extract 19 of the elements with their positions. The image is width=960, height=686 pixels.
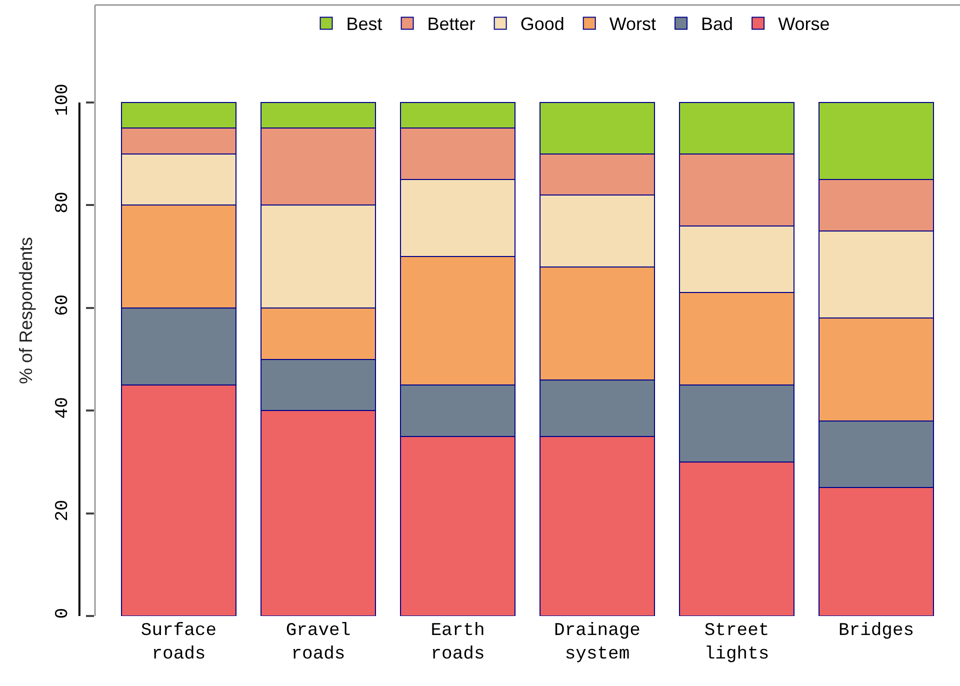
y-axis-title: % of Respondents: [16, 236, 36, 384]
legend-label: Bad: [701, 14, 734, 34]
x-tick-label: Surface roads: [140, 621, 217, 664]
y-tick-label: 40: [52, 397, 73, 419]
legend-label: Worst: [609, 14, 656, 34]
legend-label: Best: [346, 14, 382, 34]
y-tick-label: 20: [52, 500, 73, 522]
y-tick-label: 100: [52, 84, 73, 116]
x-tick-label: Bridges: [838, 621, 914, 641]
legend-label: Good: [520, 14, 564, 34]
x-tick-label: Gravel roads: [286, 621, 351, 664]
y-tick-label: 80: [52, 192, 73, 214]
x-tick-label: Earth roads: [430, 621, 485, 664]
y-tick-label: 60: [52, 294, 73, 316]
legend-label: Better: [427, 14, 476, 34]
y-tick-label: 0: [52, 608, 73, 619]
x-tick-label: Street lights: [704, 621, 770, 664]
legend-label: Worse: [778, 14, 830, 34]
x-tick-label: Drainage system: [554, 621, 640, 664]
